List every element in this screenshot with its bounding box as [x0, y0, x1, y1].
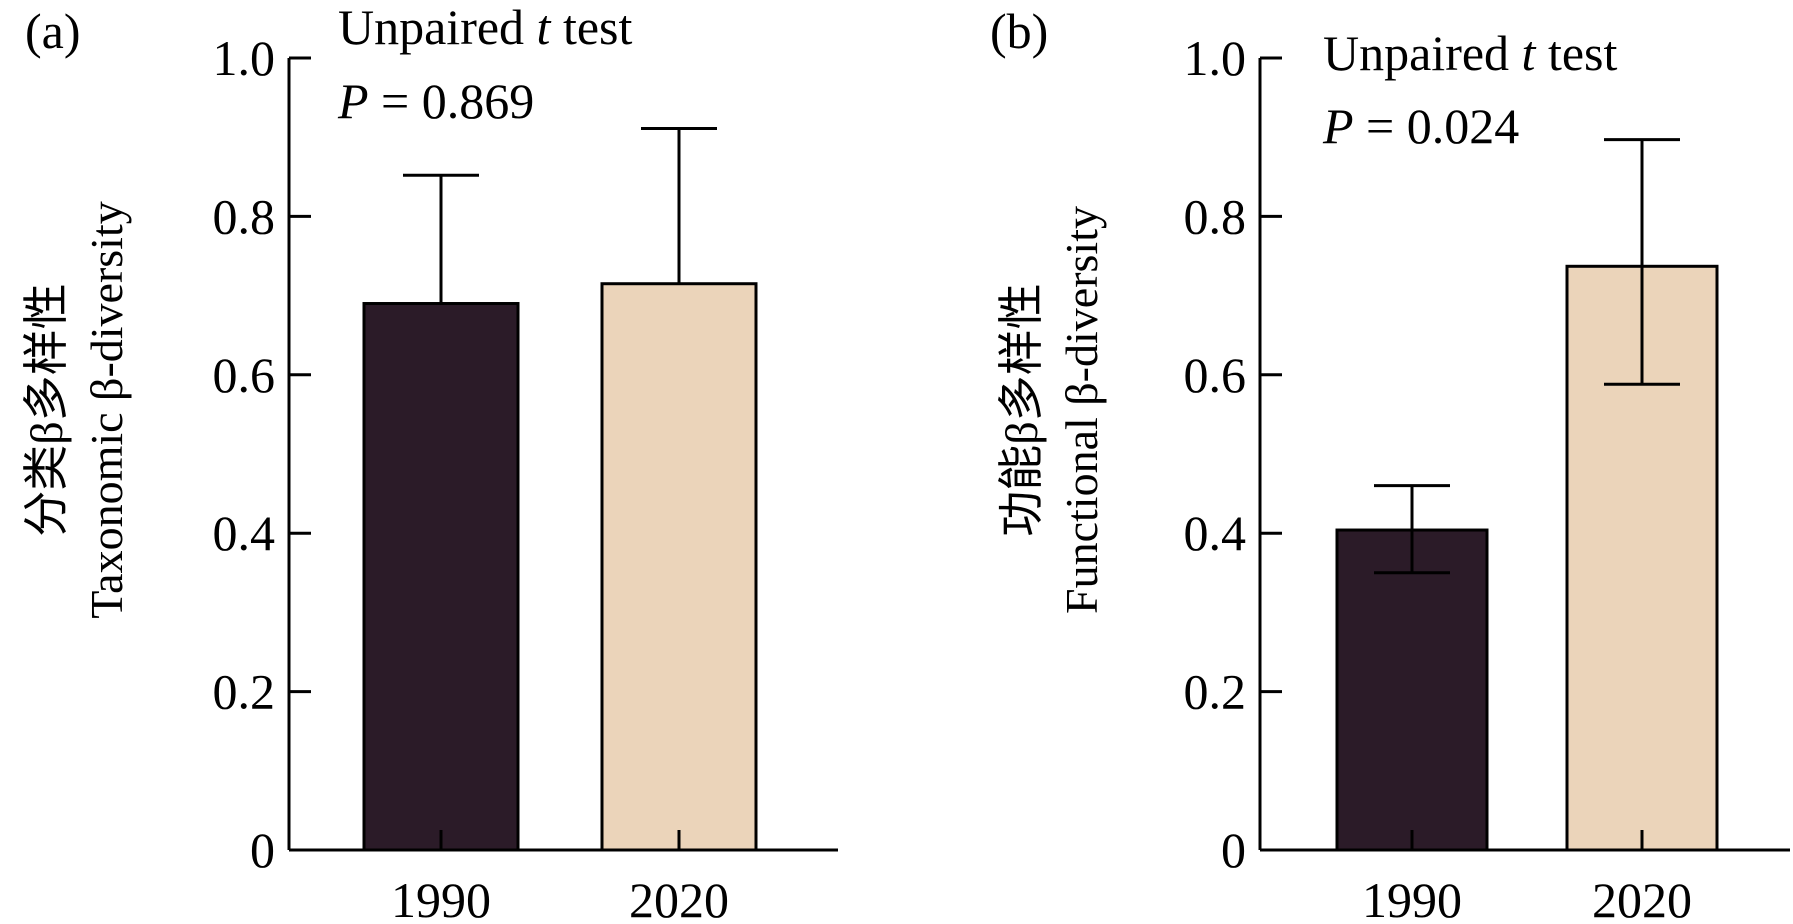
panel-label: (a)	[25, 3, 81, 59]
y-tick-label: 0.2	[213, 664, 276, 720]
y-tick-label: 0.8	[213, 188, 276, 244]
y-axis-label-zh: 分类β多样性	[21, 283, 72, 536]
plot-area: 0 0.2 0.4 0.6 0.8 1.0 1990 2020	[213, 30, 838, 924]
y-tick-label: 0	[250, 822, 275, 878]
test-annotation: Unpaired t test	[1323, 25, 1617, 81]
y-tick-label: 0.6	[213, 347, 276, 403]
x-tick-label: 2020	[629, 872, 729, 924]
plot-area: 0 0.2 0.4 0.6 0.8 1.0 1990 2020	[1184, 30, 1790, 924]
x-tick-label: 2020	[1592, 872, 1692, 924]
y-tick-label: 0.6	[1184, 347, 1247, 403]
p-value-annotation: P = 0.024	[1322, 98, 1519, 154]
x-tick-label: 1990	[1362, 872, 1462, 924]
y-axis-label-en: Taxonomic β-diversity	[81, 201, 132, 618]
x-tick-label: 1990	[391, 872, 491, 924]
y-tick-label: 0.4	[213, 505, 276, 561]
bar-1990	[1335, 528, 1489, 852]
y-tick-label: 1.0	[213, 30, 276, 86]
panel-a: (a) 分类β多样性 Taxonomic β-diversity Unpaire…	[21, 0, 838, 924]
panel-label: (b)	[990, 3, 1048, 59]
y-tick-label: 0	[1221, 822, 1246, 878]
p-value-annotation: P = 0.869	[337, 73, 534, 129]
y-axis-label-en: Functional β-diversity	[1056, 206, 1107, 614]
y-tick-label: 0.8	[1184, 188, 1247, 244]
panel-b: (b) 功能β多样性 Functional β-diversity Unpair…	[990, 3, 1790, 924]
y-tick-label: 0.4	[1184, 505, 1247, 561]
y-axis-label-zh: 功能β多样性	[996, 283, 1047, 536]
bar-1990	[362, 302, 520, 852]
y-tick-label: 1.0	[1184, 30, 1247, 86]
bar-2020	[600, 282, 758, 852]
test-annotation: Unpaired t test	[338, 0, 632, 55]
y-tick-label: 0.2	[1184, 664, 1247, 720]
